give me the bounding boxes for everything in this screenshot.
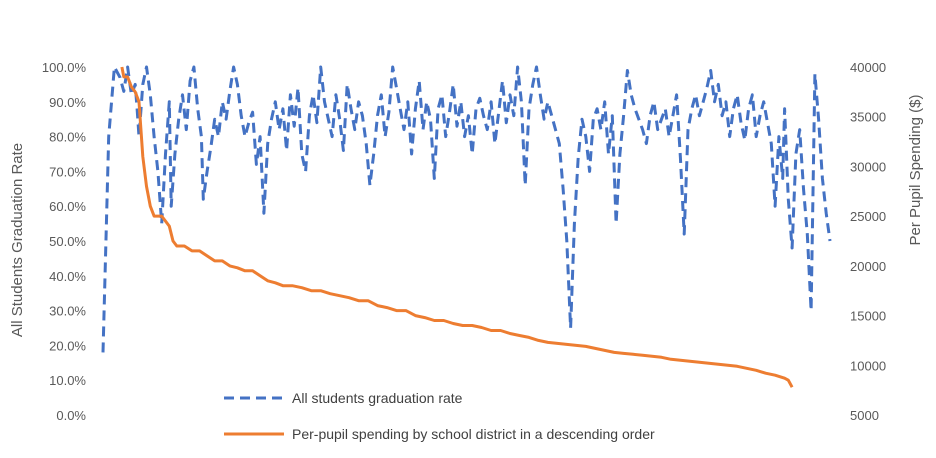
legend-label-graduation-rate: All students graduation rate — [292, 390, 463, 406]
left-tick-label: 90.0% — [49, 95, 86, 110]
right-tick-label: 10000 — [850, 358, 886, 373]
right-tick-label: 15000 — [850, 309, 886, 324]
series-line-graduation-rate — [101, 65, 832, 353]
left-tick-label: 30.0% — [49, 304, 86, 319]
right-tick-label: 40000 — [850, 60, 886, 75]
left-tick-label: 50.0% — [49, 234, 86, 249]
left-tick-label: 70.0% — [49, 164, 86, 179]
left-tick-label: 80.0% — [49, 130, 86, 145]
left-axis-ticks: 0.0% 10.0% 20.0% 30.0% 40.0% 50.0% 60.0% 70.0% 8… — [42, 60, 87, 423]
right-tick-label: 25000 — [850, 209, 886, 224]
left-tick-label: 20.0% — [49, 338, 86, 353]
left-axis-title: All Students Graduation Rate — [9, 143, 26, 337]
series-line-per-pupil-spending — [120, 66, 794, 388]
left-tick-label: 60.0% — [49, 199, 86, 214]
right-tick-label: 35000 — [850, 110, 886, 125]
right-tick-label: 20000 — [850, 259, 886, 274]
legend: All students graduation rate Per-pupil s… — [224, 390, 655, 442]
left-tick-label: 40.0% — [49, 269, 86, 284]
left-tick-label: 0.0% — [56, 408, 86, 423]
right-axis-title: Per Pupil Spending ($) — [907, 95, 924, 246]
right-axis-ticks: 5000 10000 15000 20000 25000 30000 35000 40000 — [850, 60, 886, 423]
right-tick-label: 30000 — [850, 159, 886, 174]
left-tick-label: 100.0% — [42, 60, 87, 75]
right-tick-label: 5000 — [850, 408, 879, 423]
left-tick-label: 10.0% — [49, 373, 86, 388]
legend-label-per-pupil-spending: Per-pupil spending by school district in… — [292, 426, 655, 442]
